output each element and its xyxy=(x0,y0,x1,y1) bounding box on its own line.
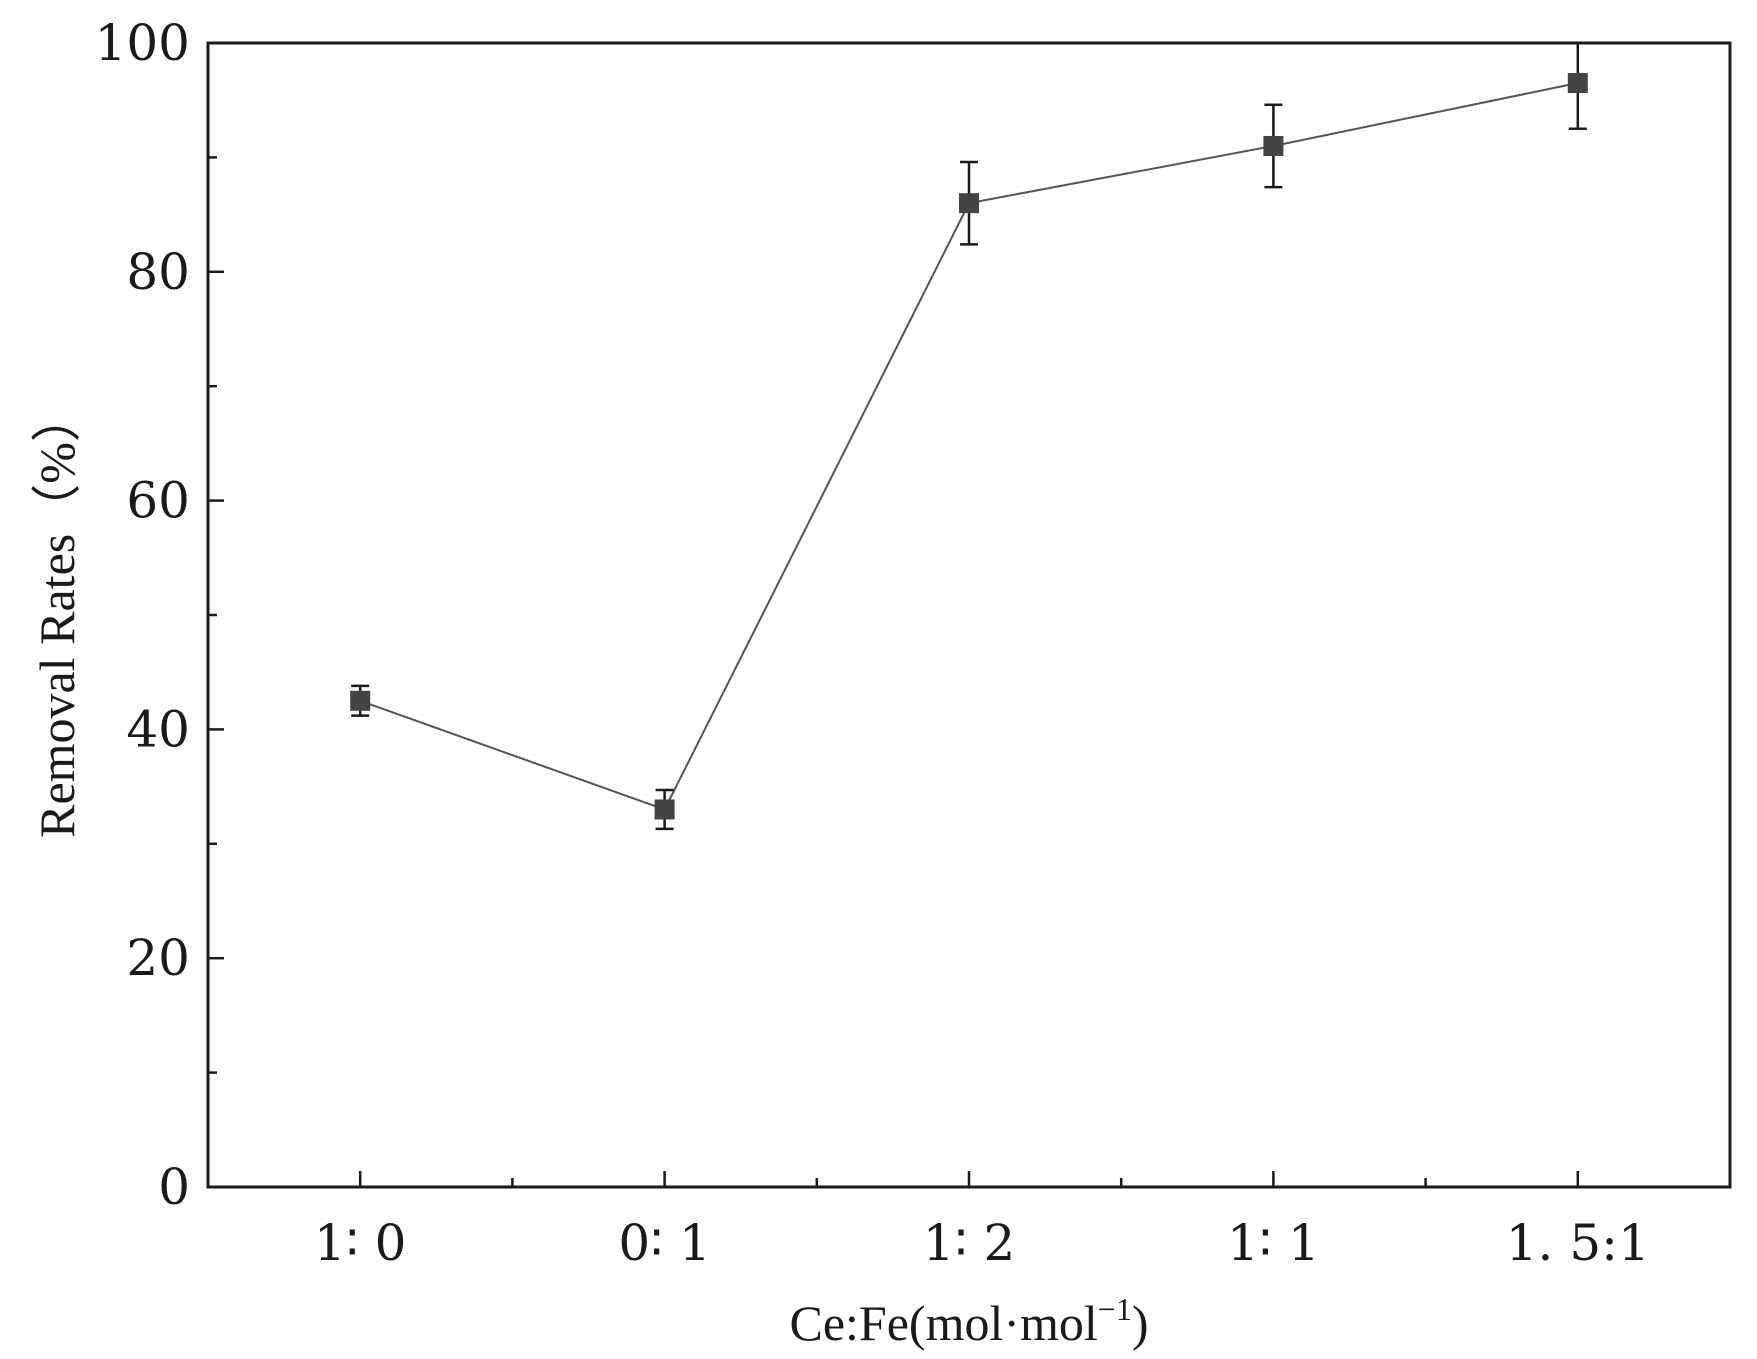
y-tick-label: 100 xyxy=(95,14,190,72)
y-axis-title: Removal Rates（%） xyxy=(29,392,85,838)
y-tick-label: 80 xyxy=(126,243,190,301)
x-axis: 1∶ 0 0∶ 1 1∶ 2 1∶ 1 1. 5:1 xyxy=(314,1171,1650,1272)
x-axis-title-superscript: −1 xyxy=(1098,1291,1132,1327)
y-tick-label: 0 xyxy=(158,1158,190,1216)
x-axis-title: Ce:Fe(mol·mol−1) xyxy=(789,1291,1148,1351)
data-point-marker xyxy=(654,799,675,820)
x-tick-label: 1∶ 1 xyxy=(1227,1214,1320,1272)
y-tick-label: 20 xyxy=(126,929,190,987)
x-tick-label: 1. 5:1 xyxy=(1506,1214,1650,1272)
data-point-marker xyxy=(1567,73,1588,94)
y-axis: 0 20 40 60 80 100 xyxy=(95,14,224,1216)
data-point-marker xyxy=(350,690,371,711)
y-tick-label: 60 xyxy=(126,472,190,530)
y-tick-label: 40 xyxy=(126,700,190,758)
x-tick-label: 1∶ 0 xyxy=(314,1214,407,1272)
x-axis-title-suffix: ) xyxy=(1132,1295,1149,1351)
data-point-marker xyxy=(1263,135,1284,156)
x-tick-label: 0∶ 1 xyxy=(618,1214,711,1272)
series-layer xyxy=(350,43,1588,831)
data-point-marker xyxy=(959,193,979,214)
x-axis-title-main: Ce:Fe(mol·mol xyxy=(789,1295,1097,1351)
x-tick-label: 1∶ 2 xyxy=(923,1214,1016,1272)
